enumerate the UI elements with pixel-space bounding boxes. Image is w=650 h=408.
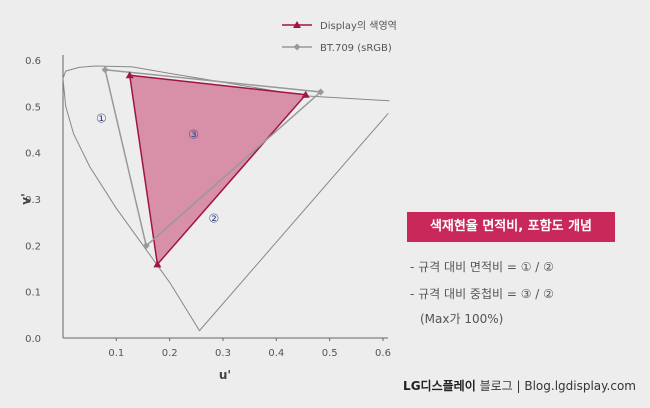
footer-text: 블로그 | Blog.lgdisplay.com bbox=[475, 379, 636, 393]
region-label: ③ bbox=[188, 128, 199, 142]
y-tick-label: 0.5 bbox=[25, 102, 41, 113]
y-tick-label: 0.1 bbox=[25, 288, 41, 299]
info-line-area-ratio: - 규격 대비 면적비 = ① / ② bbox=[410, 260, 554, 274]
region-label: ② bbox=[209, 211, 220, 225]
series-point bbox=[125, 71, 134, 79]
series-point bbox=[317, 88, 325, 96]
y-tick-label: 0.3 bbox=[25, 195, 41, 206]
chart-series bbox=[101, 66, 325, 268]
footer: LG디스플레이 블로그 | Blog.lgdisplay.com bbox=[403, 377, 636, 394]
chart-legend: Display의 색영역 BT.709 (sRGB) bbox=[282, 20, 397, 54]
series-polygon bbox=[128, 74, 308, 267]
info-line-overlap-ratio: - 규격 대비 중첩비 = ③ / ② bbox=[410, 287, 554, 301]
legend-marker bbox=[293, 21, 301, 28]
series-polygon bbox=[104, 68, 323, 248]
x-tick-label: 0.5 bbox=[322, 348, 338, 359]
spectral-locus-curve bbox=[62, 65, 390, 332]
series-point bbox=[153, 260, 162, 268]
spectral-locus bbox=[62, 65, 390, 332]
x-tick-label: 0.6 bbox=[375, 348, 391, 359]
y-tick-label: 0.4 bbox=[25, 149, 41, 160]
info-line-max: (Max가 100%) bbox=[420, 312, 504, 326]
legend-label: BT.709 (sRGB) bbox=[320, 43, 392, 54]
chart-annotations: ① ② ③ bbox=[96, 111, 219, 225]
x-tick-label: 0.4 bbox=[268, 348, 284, 359]
x-tick-label: 0.1 bbox=[108, 348, 124, 359]
x-tick-label: 0.3 bbox=[215, 348, 231, 359]
x-tick-label: 0.2 bbox=[162, 348, 178, 359]
series-point bbox=[101, 66, 109, 74]
series-point bbox=[142, 242, 150, 250]
chart-axes: 0.1 0.2 0.3 0.4 0.5 0.6 0.0 0.1 0.2 0.3 0.4 0.5 0.6 u… bbox=[19, 55, 391, 382]
region-label: ① bbox=[96, 111, 107, 125]
y-axis-label: v' bbox=[19, 193, 33, 205]
series-point bbox=[301, 90, 310, 98]
legend-label: Display의 색영역 bbox=[320, 20, 397, 32]
info-title: 색재현율 면적비, 포함도 개념 bbox=[407, 212, 615, 242]
y-tick-label: 0.6 bbox=[25, 56, 41, 67]
footer-brand: LG디스플레이 bbox=[403, 379, 476, 393]
y-tick-label: 0.2 bbox=[25, 241, 41, 252]
legend-marker bbox=[293, 43, 301, 51]
x-axis-label: u' bbox=[219, 368, 231, 382]
y-tick-label: 0.0 bbox=[25, 334, 41, 345]
